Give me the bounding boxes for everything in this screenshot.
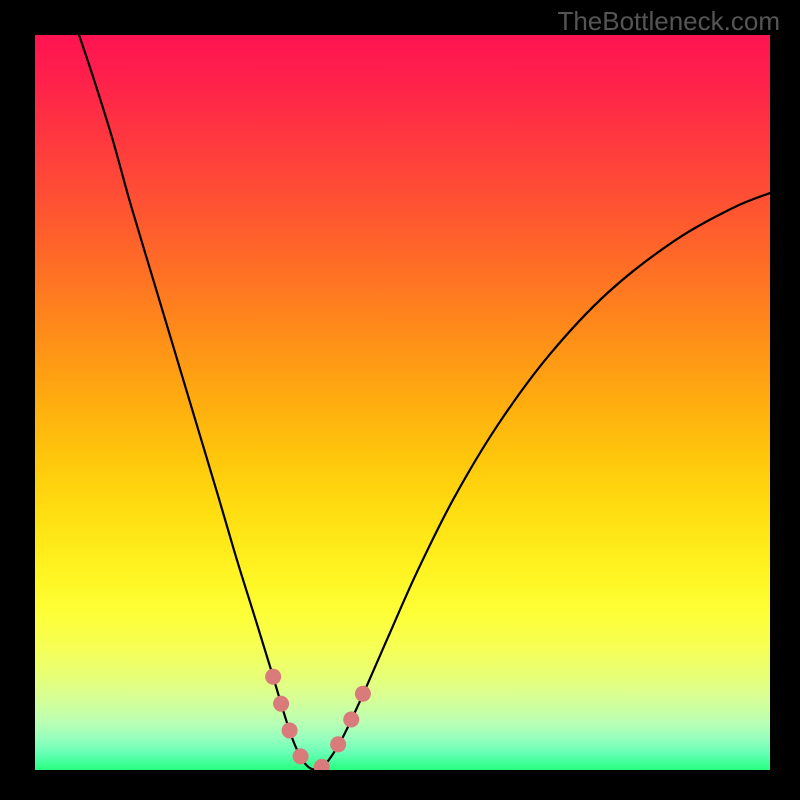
chart-svg (35, 35, 770, 770)
gradient-background (35, 35, 770, 770)
plot-area (35, 35, 770, 770)
watermark-text: TheBottleneck.com (557, 6, 780, 37)
chart-stage: TheBottleneck.com (0, 0, 800, 800)
